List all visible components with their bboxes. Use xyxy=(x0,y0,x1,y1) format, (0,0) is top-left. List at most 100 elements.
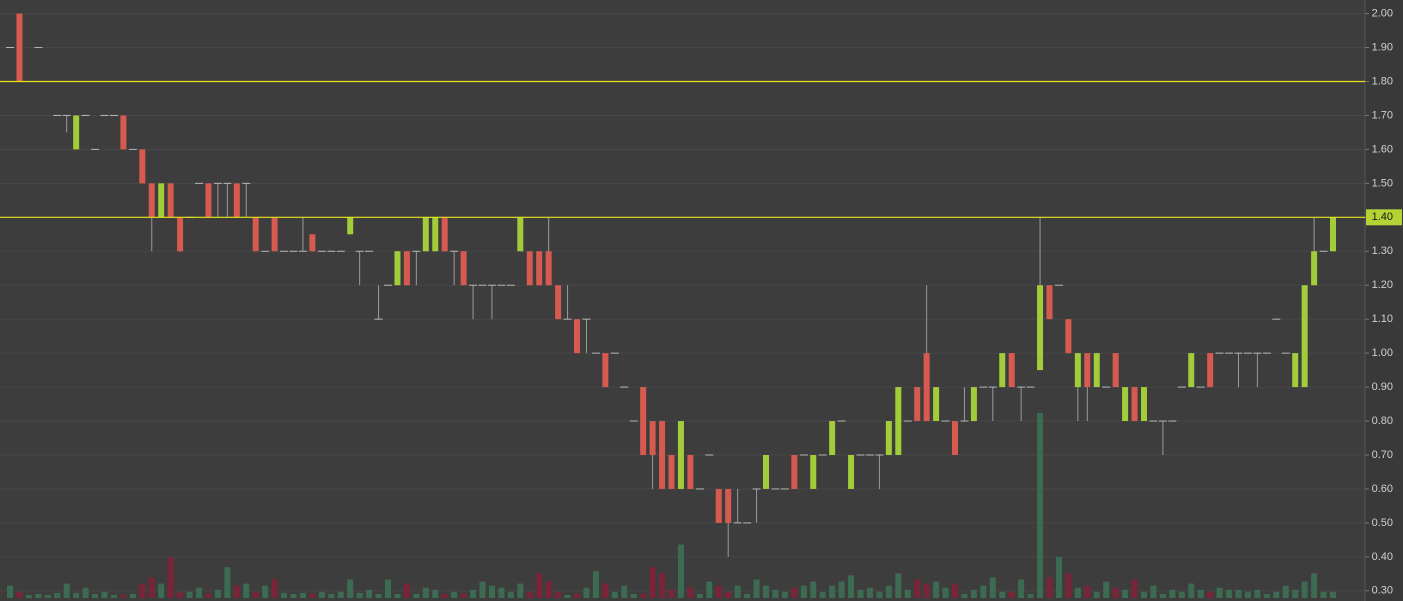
volume-bar xyxy=(1273,591,1280,598)
volume-bar xyxy=(196,587,202,598)
volume-bar xyxy=(413,593,420,598)
volume-bar xyxy=(148,577,155,598)
volume-bar xyxy=(1311,573,1318,598)
volume-bar xyxy=(139,583,146,598)
candle-body xyxy=(1122,387,1129,422)
volume-bar xyxy=(621,585,628,598)
volume-bar xyxy=(904,589,911,598)
volume-bar xyxy=(649,567,656,598)
volume-bar xyxy=(73,592,80,598)
volume-bar xyxy=(848,575,855,598)
candle-body xyxy=(167,183,174,218)
volume-bar xyxy=(385,579,391,598)
volume-bar xyxy=(25,594,32,598)
volume-bar xyxy=(640,593,647,598)
volume-bar xyxy=(989,577,996,598)
volume-bar xyxy=(715,585,722,598)
volume-bar xyxy=(460,593,467,598)
volume-bar xyxy=(876,591,883,598)
candle-body xyxy=(545,251,552,286)
volume-bar xyxy=(1093,591,1100,598)
volume-bar xyxy=(810,581,817,598)
candle-body xyxy=(1292,353,1299,388)
volume-bar xyxy=(942,587,949,598)
y-tick-label: 0.50 xyxy=(1372,517,1393,529)
y-tick-label: 1.50 xyxy=(1372,177,1393,189)
volume-bar xyxy=(35,593,42,598)
volume-bar xyxy=(233,585,240,598)
y-tick-label: 0.90 xyxy=(1372,381,1393,393)
volume-bar xyxy=(744,593,751,598)
volume-bar xyxy=(1027,593,1034,598)
candle-body xyxy=(158,183,165,218)
volume-bar xyxy=(271,579,278,598)
y-tick-label: 1.20 xyxy=(1372,279,1393,291)
volume-bar xyxy=(536,573,543,598)
y-tick-label: 1.30 xyxy=(1372,245,1393,257)
volume-bar xyxy=(970,589,977,598)
candle-body xyxy=(640,387,647,455)
volume-bar xyxy=(1008,591,1015,598)
volume-bar xyxy=(82,587,89,598)
candle-body xyxy=(659,421,666,489)
y-tick-label: 1.70 xyxy=(1372,109,1393,121)
volume-bar xyxy=(1235,589,1242,598)
candle-body xyxy=(649,421,656,455)
volume-bar xyxy=(583,587,590,598)
volume-bar xyxy=(630,593,637,598)
candle-body xyxy=(848,454,855,489)
volume-bar xyxy=(1282,585,1289,598)
y-tick-label: 0.60 xyxy=(1372,483,1393,495)
volume-bar xyxy=(545,581,552,598)
volume-bar xyxy=(1178,591,1185,598)
candle-body xyxy=(895,387,902,455)
volume-bar xyxy=(214,589,221,598)
candle-body xyxy=(952,421,958,455)
volume-bar xyxy=(999,591,1006,598)
volume-bar xyxy=(281,592,288,598)
volume-bar xyxy=(933,581,940,598)
volume-bar xyxy=(706,581,713,598)
volume-bar xyxy=(1169,589,1176,598)
candle-body xyxy=(441,217,448,252)
volume-bar xyxy=(961,593,968,598)
volume-bar xyxy=(819,591,826,598)
volume-bar xyxy=(517,583,524,598)
volume-bar xyxy=(1046,577,1053,598)
volume-bar xyxy=(753,579,760,598)
candle-body xyxy=(73,115,80,150)
candle-body xyxy=(1207,353,1214,388)
volume-bar xyxy=(479,581,486,598)
volume-bar xyxy=(659,573,666,598)
candle-body xyxy=(148,183,155,218)
volume-bar xyxy=(564,594,571,598)
volume-bar xyxy=(394,593,401,598)
volume-bar xyxy=(1263,593,1270,598)
candle-body xyxy=(205,183,212,218)
candle-body xyxy=(885,421,892,455)
volume-bar xyxy=(1188,583,1195,598)
volume-bar xyxy=(224,567,231,598)
candle-body xyxy=(763,454,769,489)
candle-body xyxy=(139,149,146,184)
candle-body xyxy=(829,421,836,455)
volume-bar xyxy=(328,593,335,598)
candle-body xyxy=(933,387,940,422)
candle-body xyxy=(177,217,184,252)
candle-body xyxy=(1112,353,1119,388)
volume-bar xyxy=(1292,589,1299,598)
volume-bar xyxy=(829,585,836,598)
volume-bar xyxy=(1226,589,1233,598)
candle-body xyxy=(1046,285,1053,320)
volume-bar xyxy=(347,579,354,598)
price-tag-label: 1.40 xyxy=(1372,211,1393,223)
candle-body xyxy=(1330,217,1336,252)
volume-bar xyxy=(158,583,165,598)
candle-body xyxy=(403,251,410,286)
volume-bar xyxy=(1084,585,1091,598)
volume-bar xyxy=(441,593,448,598)
candle-body xyxy=(394,251,401,286)
volume-bar xyxy=(356,592,363,598)
volume-bar xyxy=(857,589,864,598)
volume-bar xyxy=(129,593,136,598)
